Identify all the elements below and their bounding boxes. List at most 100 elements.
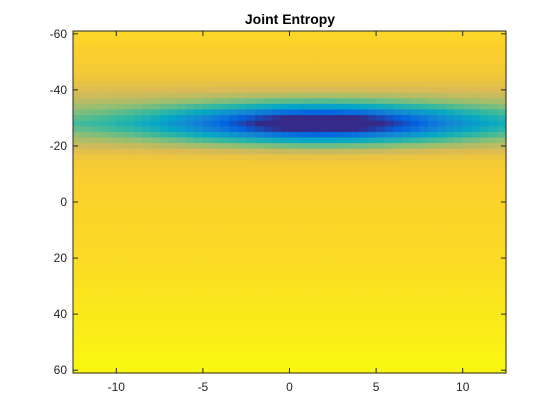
heatmap-cell [168, 42, 178, 49]
heatmap-cell [341, 344, 351, 352]
heatmap-cell [280, 216, 291, 223]
heatmap-cell [220, 53, 230, 60]
heatmap-cell [168, 165, 178, 172]
heatmap-cell [306, 288, 317, 296]
heatmap-cell [73, 115, 83, 122]
heatmap-cell [306, 216, 317, 223]
heatmap-cell [384, 187, 395, 195]
heatmap-cell [194, 300, 204, 307]
heatmap-cell [168, 356, 178, 363]
heatmap-cell [81, 115, 91, 122]
heatmap-cell [142, 210, 152, 217]
heatmap-cell [462, 182, 472, 189]
heatmap-cell [454, 311, 464, 318]
heatmap-cell [332, 131, 343, 139]
heatmap-cell [280, 249, 291, 256]
heatmap-cell [436, 103, 446, 111]
heatmap-cell [289, 333, 299, 340]
heatmap-cell [185, 182, 195, 189]
heatmap-cell [436, 70, 446, 77]
heatmap-cell [98, 103, 109, 111]
heatmap-cell [272, 316, 282, 324]
heatmap-cell [393, 322, 403, 329]
heatmap-cell [280, 199, 291, 206]
heatmap-cell [263, 137, 273, 144]
heatmap-cell [254, 244, 265, 251]
heatmap-cell [341, 64, 351, 71]
heatmap-cell [263, 277, 273, 284]
heatmap-cell [471, 210, 481, 217]
heatmap-cell [289, 42, 299, 49]
heatmap-cell [367, 92, 377, 99]
heatmap-cell [150, 47, 161, 55]
heatmap-cell [237, 227, 247, 234]
heatmap-cell [176, 333, 187, 340]
heatmap-cell [150, 171, 161, 178]
heatmap-cell [185, 148, 195, 155]
heatmap-cell [159, 221, 169, 228]
heatmap-cell [324, 232, 334, 240]
heatmap-cell [419, 109, 429, 116]
heatmap-cell [289, 81, 299, 88]
heatmap-cell [315, 120, 325, 127]
heatmap-cell [90, 300, 100, 307]
heatmap-cell [202, 98, 213, 105]
heatmap-cell [272, 227, 282, 234]
heatmap-cell [176, 339, 187, 346]
heatmap-cell [332, 221, 343, 228]
heatmap-cell [462, 64, 472, 71]
heatmap-cell [263, 344, 273, 352]
heatmap-cell [350, 31, 360, 38]
heatmap-cell [393, 137, 403, 144]
heatmap-cell [410, 277, 420, 284]
heatmap-cell [358, 92, 369, 99]
heatmap-cell [471, 137, 481, 144]
heatmap-cell [332, 294, 343, 301]
heatmap-cell [350, 344, 360, 352]
heatmap-cell [228, 339, 239, 346]
heatmap-cell [211, 98, 221, 105]
heatmap-cell [228, 115, 239, 122]
heatmap-cell [81, 232, 91, 240]
heatmap-cell [194, 339, 204, 346]
heatmap-cell [410, 182, 420, 189]
heatmap-cell [384, 311, 395, 318]
heatmap-cell [176, 204, 187, 212]
heatmap-cell [280, 120, 291, 127]
heatmap-cell [298, 221, 308, 228]
heatmap-cell [306, 143, 317, 150]
heatmap-cell [73, 356, 83, 363]
heatmap-cell [402, 227, 412, 234]
heatmap-cell [202, 322, 213, 329]
heatmap-cell [90, 47, 100, 55]
heatmap-cell [124, 255, 135, 262]
heatmap-cell [168, 277, 178, 284]
heatmap-cell [254, 148, 265, 155]
heatmap-cell [488, 294, 498, 301]
heatmap-cell [358, 300, 369, 307]
heatmap-cell [350, 316, 360, 324]
heatmap-cell [480, 272, 490, 279]
heatmap-cell [471, 47, 481, 55]
heatmap-cell [81, 316, 91, 324]
heatmap-cell [488, 159, 498, 167]
heatmap-cell [194, 59, 204, 66]
heatmap-cell [332, 47, 343, 55]
heatmap-cell [315, 148, 325, 155]
heatmap-cell [298, 199, 308, 206]
heatmap-cell [350, 238, 360, 245]
heatmap-cell [480, 277, 490, 284]
heatmap-cell [176, 283, 187, 290]
heatmap-cell [402, 165, 412, 172]
heatmap-cell [428, 232, 438, 240]
heatmap-cell [280, 288, 291, 296]
heatmap-cell [220, 31, 230, 38]
heatmap-cell [133, 255, 143, 262]
heatmap-cell [350, 193, 360, 200]
heatmap-cell [211, 81, 221, 88]
heatmap-cell [384, 98, 395, 105]
heatmap-cell [202, 277, 213, 284]
heatmap-cell [332, 283, 343, 290]
heatmap-cell [228, 143, 239, 150]
heatmap-cell [133, 266, 143, 273]
